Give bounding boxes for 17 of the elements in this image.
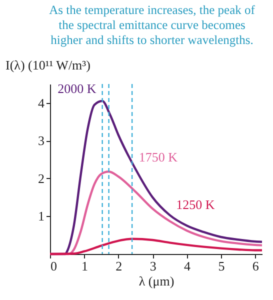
x-tick-label: 3 bbox=[150, 258, 156, 274]
y-tick-label: 1 bbox=[38, 208, 44, 224]
x-axis-title: λ (μm) bbox=[138, 274, 174, 288]
y-tick-label: 4 bbox=[38, 95, 45, 110]
x-tick-label: 2 bbox=[116, 258, 122, 274]
x-tick-label: 5 bbox=[218, 258, 225, 274]
y-tick-label: 3 bbox=[38, 133, 44, 148]
text: 1250 K bbox=[176, 196, 216, 212]
series-label: 2000 K bbox=[58, 81, 97, 96]
series-label: 1750 K bbox=[138, 150, 178, 165]
x-tick-label: 1 bbox=[81, 258, 88, 274]
x-tick-label: 4 bbox=[184, 258, 192, 274]
y-tick-label: 2 bbox=[38, 170, 44, 186]
x-tick-label: 0 bbox=[50, 258, 57, 274]
x-tick-label: 6 bbox=[252, 258, 260, 274]
text: As the temperature increases, the peak of the spectral emittance curve becomes higher and shifts to shorter wavelengths. bbox=[49, 3, 256, 47]
y-axis-title: I(λ) (10¹¹ W/m³) bbox=[6, 58, 90, 72]
